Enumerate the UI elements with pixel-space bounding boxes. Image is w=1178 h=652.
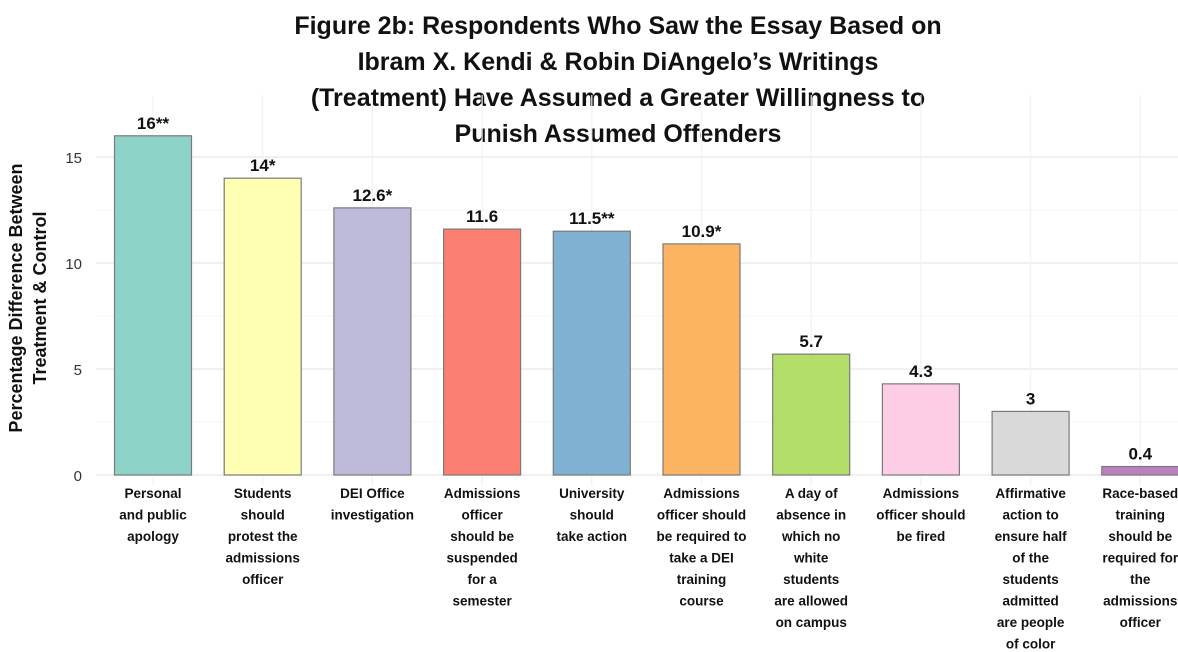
bar-value-label: 11.6 xyxy=(466,207,498,226)
bar-value-label: 11.5** xyxy=(569,209,615,228)
x-tick-label-line: Affirmative xyxy=(995,486,1066,501)
bar-value-label: 5.7 xyxy=(799,332,823,351)
x-tick-label-line: admissions xyxy=(1103,594,1177,609)
x-tick-label-line: Personal xyxy=(124,486,181,501)
x-tick-label-line: officer should xyxy=(876,508,965,523)
x-tick-label-line: DEI Office xyxy=(340,486,405,501)
bar xyxy=(772,353,851,476)
x-tick-label-line: students xyxy=(1002,572,1058,587)
x-tick-label: Admissions officer should be required to ta… xyxy=(656,486,746,609)
x-tick-label-line: investigation xyxy=(331,508,414,523)
x-tick-label-line: Admissions xyxy=(444,486,521,501)
bar-value-label: 3 xyxy=(1026,389,1035,408)
x-tick-label-line: training xyxy=(677,572,727,587)
x-tick-label-line: course xyxy=(679,594,724,609)
y-tick-label: 15 xyxy=(65,150,82,167)
x-tick-label-line: admissions xyxy=(226,551,300,566)
x-tick-label-line: required for xyxy=(1102,551,1178,566)
bar xyxy=(662,243,741,476)
x-tick-label-line: ensure half xyxy=(995,529,1068,544)
bar xyxy=(443,228,522,476)
x-tick-label-line: A day of xyxy=(785,486,838,501)
x-tick-label-line: apology xyxy=(127,529,179,544)
x-tick-label-line: action to xyxy=(1002,508,1058,523)
x-tick-label-line: Students xyxy=(234,486,292,501)
x-tick-label-line: Race-based xyxy=(1102,486,1178,501)
x-tick-label-line: take a DEI xyxy=(669,551,734,566)
chart-title-line: (Treatment) Have Assumed a Greater Willi… xyxy=(310,84,926,112)
x-tick-label-line: on campus xyxy=(776,615,847,630)
chart-title-line: Punish Assumed Offenders xyxy=(454,120,782,148)
chart-title-line: Ibram X. Kendi & Robin DiAngelo’s Writin… xyxy=(357,48,879,76)
x-tick-label-line: for a xyxy=(467,572,497,587)
bar xyxy=(113,135,193,476)
x-tick-label-line: the xyxy=(1130,572,1151,587)
x-tick-label-line: Admissions xyxy=(663,486,740,501)
bar-value-label: 0.4 xyxy=(1128,445,1152,464)
bar xyxy=(552,230,631,476)
x-tick-label-line: are allowed xyxy=(774,594,848,609)
x-tick-label-line: officer xyxy=(242,572,284,587)
x-tick-label: DEI Office investigation xyxy=(331,486,414,523)
x-tick-label-line: and public xyxy=(119,508,187,523)
x-tick-label-line: should be xyxy=(450,529,514,544)
x-tick-label-line: should xyxy=(241,508,285,523)
x-tick-label: University should take action xyxy=(557,486,628,544)
x-tick-label: Affirmative action to ensure half of the stu… xyxy=(995,486,1068,652)
x-tick-label-line: suspended xyxy=(446,551,517,566)
bar xyxy=(991,410,1070,476)
x-tick-label: Race-based training should be required for t… xyxy=(1102,486,1178,630)
x-tick-label-line: are people xyxy=(997,615,1065,630)
y-tick-label: 0 xyxy=(74,468,82,485)
x-tick-label-line: officer should xyxy=(657,508,746,523)
x-tick-label-line: which no xyxy=(781,529,841,544)
bar xyxy=(223,177,302,476)
bar-value-label: 16** xyxy=(137,114,170,133)
x-tick-label: A day of absence in which no white students a… xyxy=(774,486,848,630)
x-tick-label-line: University xyxy=(559,486,625,501)
x-tick-label-line: students xyxy=(783,572,839,587)
x-tick-label-line: white xyxy=(793,551,829,566)
x-tick-label-line: should xyxy=(570,508,614,523)
bar-value-label: 10.9* xyxy=(682,222,722,241)
y-tick-label: 5 xyxy=(74,362,82,379)
x-tick-label-line: training xyxy=(1116,508,1166,523)
x-tick-label-line: be required to xyxy=(656,529,746,544)
bar xyxy=(881,383,961,476)
x-tick-label-line: Admissions xyxy=(883,486,960,501)
bar-value-label: 14* xyxy=(250,156,276,175)
x-tick-label-line: absence in xyxy=(776,508,846,523)
chart-title-line: Figure 2b: Respondents Who Saw the Essay… xyxy=(294,12,942,40)
y-tick-label: 10 xyxy=(65,256,82,273)
x-tick-label-line: admitted xyxy=(1002,594,1058,609)
x-tick-label-line: officer xyxy=(461,508,503,523)
x-tick-label-line: should be xyxy=(1108,529,1172,544)
x-tick-label-line: take action xyxy=(557,529,628,544)
x-tick-label: Admissions officer should be suspended for a… xyxy=(444,486,521,609)
x-tick-label-line: protest the xyxy=(228,529,298,544)
x-tick-label-line: be fired xyxy=(897,529,946,544)
bar xyxy=(333,207,412,476)
chart-title: Figure 2b: Respondents Who Saw the Essay… xyxy=(0,8,1178,152)
x-tick-label: Admissions officer should be fired xyxy=(876,486,965,544)
bar xyxy=(1101,465,1178,476)
x-tick-label-line: of the xyxy=(1012,551,1049,566)
x-tick-label: Students should protest the admissions offic… xyxy=(226,486,300,587)
x-tick-label: Personal and public apology xyxy=(119,486,187,544)
x-tick-label-line: semester xyxy=(452,594,512,609)
bar-value-label: 12.6* xyxy=(353,186,393,205)
bar-value-label: 4.3 xyxy=(909,362,933,381)
x-tick-label-line: officer xyxy=(1120,615,1162,630)
x-tick-label-line: of color xyxy=(1006,637,1056,652)
